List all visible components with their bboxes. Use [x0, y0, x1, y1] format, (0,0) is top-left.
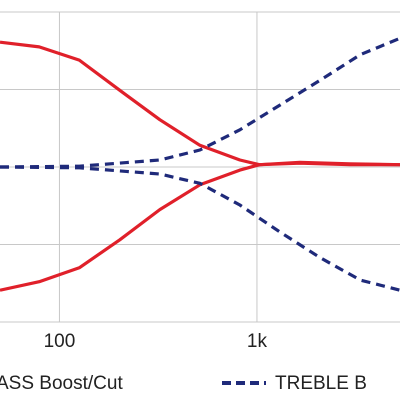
series-line — [0, 40, 400, 167]
series-line — [0, 36, 400, 169]
x-tick-label: 100 — [44, 331, 76, 352]
legend-label: TREBLE B — [275, 373, 367, 394]
series-line — [0, 165, 400, 292]
series-line — [0, 160, 400, 292]
x-tick-label: 1k — [247, 331, 268, 352]
legend-label: ASS Boost/Cut — [0, 373, 123, 394]
